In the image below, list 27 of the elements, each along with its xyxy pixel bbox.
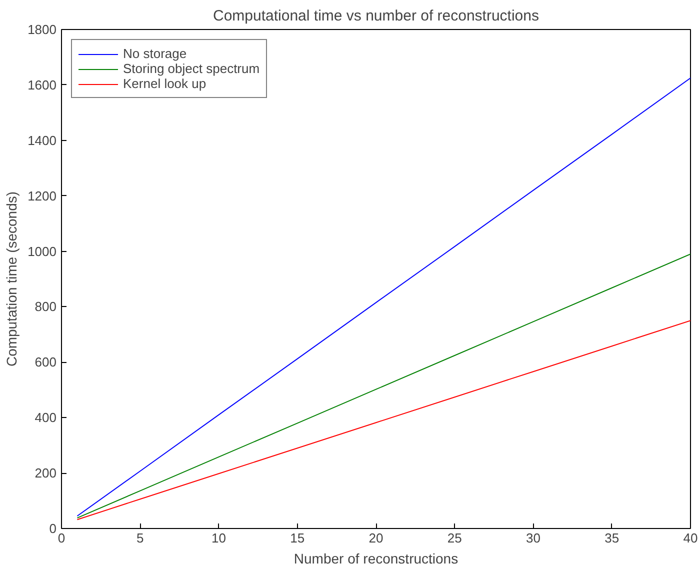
- y-tick-label: 1200: [28, 188, 56, 204]
- legend-label: No storage: [123, 46, 187, 61]
- x-axis-title: Number of reconstructions: [294, 550, 458, 566]
- line-series: [76, 320, 690, 520]
- x-tick-label: 10: [212, 530, 226, 546]
- x-tick-label: 5: [136, 530, 144, 546]
- y-tick-label: 1400: [28, 132, 56, 148]
- x-tick-label: 40: [683, 530, 698, 546]
- x-tick-label: 35: [604, 530, 620, 546]
- y-axis-title: Computation time (seconds): [4, 191, 20, 367]
- legend-label: Kernel look up: [123, 76, 206, 91]
- y-tick-label: 1600: [28, 77, 56, 92]
- line-series: [76, 254, 690, 518]
- y-tick-label: 1000: [28, 244, 56, 259]
- x-tick-label: 15: [290, 530, 305, 546]
- chart-title: Computational time vs number of reconstructions: [213, 8, 539, 24]
- line-series: [76, 78, 690, 517]
- y-tick-label: 800: [34, 299, 57, 314]
- x-tick-label: 20: [368, 530, 384, 546]
- y-tick-label: 1800: [28, 22, 56, 37]
- x-tick-label: 25: [447, 530, 462, 546]
- y-tick-label: 200: [34, 466, 57, 481]
- y-tick-label: 0: [49, 521, 57, 536]
- y-tick-label: 400: [34, 410, 57, 426]
- legend-label: Storing object spectrum: [123, 61, 260, 76]
- y-tick-label: 600: [34, 354, 57, 370]
- x-tick-label: 30: [526, 530, 540, 546]
